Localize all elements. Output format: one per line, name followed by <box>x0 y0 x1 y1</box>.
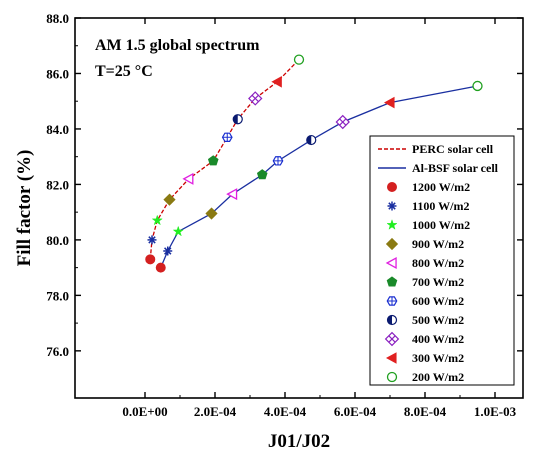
data-point <box>232 114 243 125</box>
legend-label: 1100 W/m2 <box>412 199 469 213</box>
data-point <box>182 172 194 185</box>
data-point <box>145 254 156 265</box>
data-markers <box>145 54 483 273</box>
legend-label: 600 W/m2 <box>412 294 464 308</box>
data-point <box>472 80 483 92</box>
legend-marker <box>386 219 398 230</box>
y-tick-label: 88.0 <box>46 11 69 26</box>
y-axis-title: Fill factor (%) <box>14 150 35 267</box>
x-tick-label: 8.0E-04 <box>404 404 447 419</box>
legend-label: PERC solar cell <box>412 142 494 156</box>
asterisk-stroke <box>388 202 396 210</box>
y-tick-label: 82.0 <box>46 177 69 192</box>
legend-label: 900 W/m2 <box>412 237 464 251</box>
legend-label: 700 W/m2 <box>412 275 464 289</box>
legend-label: 500 W/m2 <box>412 313 464 327</box>
data-point <box>172 225 184 237</box>
legend-marker <box>385 256 397 270</box>
data-point <box>207 155 219 166</box>
y-tick-label: 80.0 <box>46 233 69 248</box>
asterisk-stroke <box>164 247 172 255</box>
y-tick-label: 76.0 <box>46 344 69 359</box>
square-x-stroke <box>251 94 259 103</box>
data-point <box>205 207 218 220</box>
legend-marker <box>386 276 398 287</box>
data-point <box>147 235 157 245</box>
data-point <box>155 262 166 273</box>
data-point <box>163 193 176 206</box>
annotation-spectrum: AM 1.5 global spectrum <box>95 37 260 54</box>
legend-marker <box>386 296 398 306</box>
data-point <box>221 132 233 142</box>
data-point <box>306 134 317 146</box>
legend-label: 1000 W/m2 <box>412 218 470 232</box>
legend-marker <box>386 314 398 326</box>
legend-label: 200 W/m2 <box>412 370 464 384</box>
y-tick-label: 78.0 <box>46 288 69 303</box>
half-circle-fill <box>387 315 392 325</box>
data-point <box>384 96 395 109</box>
x-tick-label: 6.0E-04 <box>334 404 377 419</box>
legend-label: Al-BSF solar cell <box>412 161 499 175</box>
legend-marker <box>386 352 397 364</box>
legend-marker <box>387 182 397 192</box>
legend-marker <box>386 371 398 383</box>
x-tick-label: 4.0E-04 <box>264 404 307 419</box>
axis-ticks: 0.0E+00 2.0E-04 4.0E-04 6.0E-04 8.0E-04 1.0E-… <box>46 11 523 419</box>
asterisk-stroke <box>148 236 156 244</box>
y-tick-label: 86.0 <box>46 66 69 81</box>
square-x-stroke <box>388 335 396 343</box>
legend-label: 400 W/m2 <box>412 332 464 346</box>
data-point <box>256 169 268 180</box>
legend-label: 800 W/m2 <box>412 256 464 270</box>
legend-marker <box>387 201 397 211</box>
x-tick-label: 1.0E-03 <box>474 404 517 419</box>
square-x-stroke <box>339 118 347 126</box>
annotation-temperature: T=25 °C <box>95 63 153 80</box>
legend: PERC solar cell Al-BSF solar cell 1200 W/m… <box>369 135 515 386</box>
data-point <box>335 114 350 130</box>
data-point <box>293 54 305 65</box>
legend-label: 300 W/m2 <box>412 351 464 365</box>
data-point <box>151 214 163 226</box>
x-tick-label: 2.0E-04 <box>194 404 237 419</box>
x-axis-title: J01/J02 <box>268 431 330 452</box>
half-circle-fill <box>306 135 312 145</box>
half-circle-fill <box>233 114 238 124</box>
data-point <box>226 188 238 201</box>
data-point <box>248 91 263 106</box>
y-tick-label: 84.0 <box>46 122 69 137</box>
data-point <box>271 75 282 88</box>
legend-marker <box>385 237 399 251</box>
legend-marker <box>384 331 400 347</box>
x-tick-label: 0.0E+00 <box>122 404 167 419</box>
legend-label: 1200 W/m2 <box>412 180 470 194</box>
data-point <box>272 156 284 166</box>
data-point <box>163 246 173 256</box>
